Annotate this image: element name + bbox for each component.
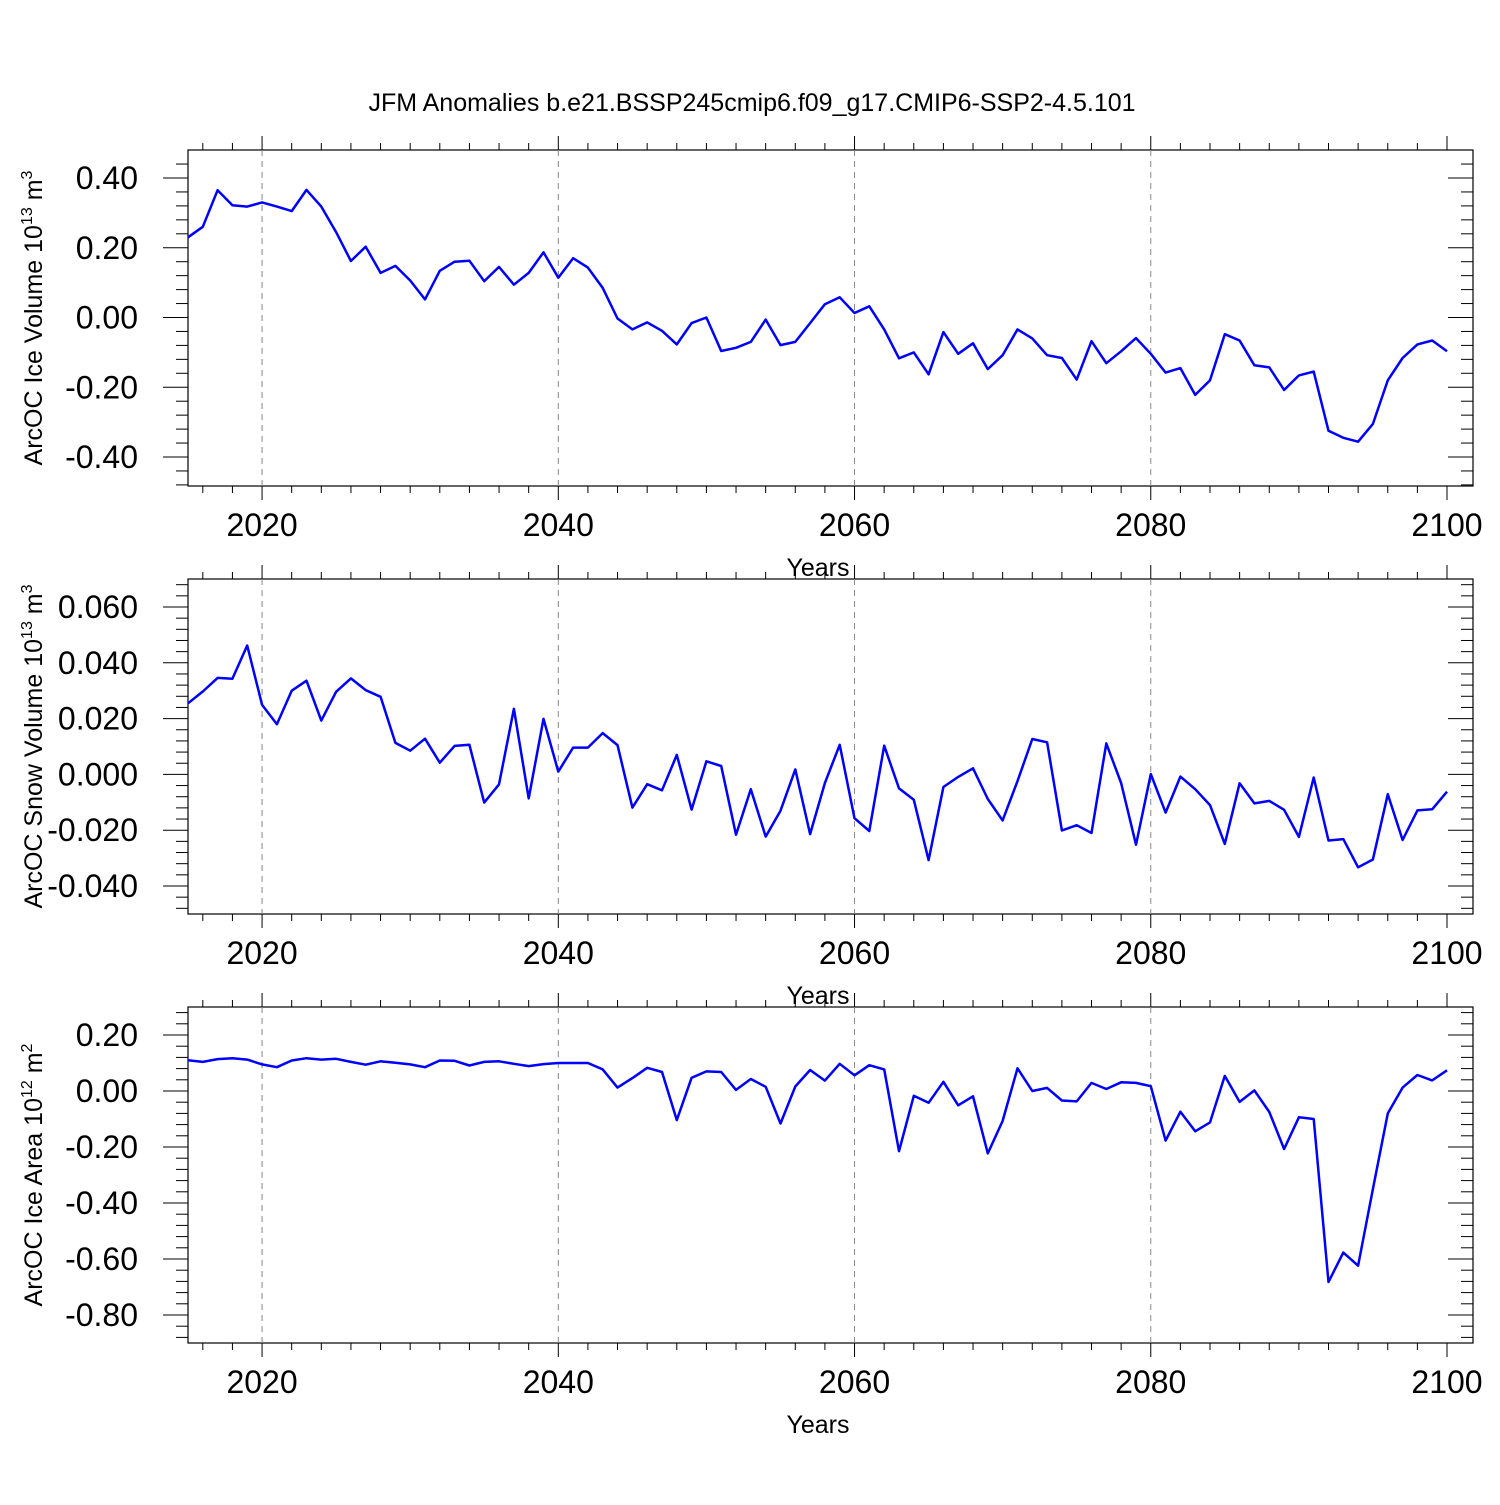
x-tick-label: 2100 (1411, 507, 1482, 543)
y-tick-label: 0.020 (58, 701, 138, 737)
x-tick-label: 2080 (1115, 1364, 1186, 1400)
y-axis-title-exponent: 13 (19, 621, 36, 639)
y-axis-title: ArcOC Ice Area 1012 m2 (19, 1043, 48, 1306)
y-axis-title: ArcOC Ice Volume 1013 m3 (19, 170, 48, 465)
y-axis-title-unit: m (20, 593, 48, 621)
plot-frame (187, 149, 1474, 487)
x-axis-title: Years (786, 1411, 849, 1439)
x-tick-label: 2020 (226, 507, 297, 543)
y-tick-label: -0.20 (65, 369, 138, 405)
y-axis-title-text: ArcOC Ice Area 10 (20, 1098, 48, 1306)
x-tick-label: 2080 (1115, 507, 1186, 543)
y-tick-label: 0.060 (58, 589, 138, 625)
y-axis-title-unit: m (20, 1052, 48, 1080)
x-tick-label: 2020 (226, 935, 297, 971)
panel-1: 2020 2040 2060 2080 2100 Years 0.40 0.20 0.00 -0.… (19, 136, 1483, 582)
x-axis-title: Years (786, 982, 849, 1010)
series-line (187, 188, 1448, 443)
y-axis-title-exponent: 13 (19, 207, 36, 225)
y-axis-title-unit-exponent: 2 (19, 1043, 36, 1052)
y-tick-label: -0.60 (65, 1241, 138, 1277)
x-tick-label: 2080 (1115, 935, 1186, 971)
x-tick-label: 2040 (523, 1364, 594, 1400)
plot-frame (187, 578, 1474, 915)
y-tick-label: 0.20 (76, 1017, 138, 1053)
figure-title: JFM Anomalies b.e21.BSSP245cmip6.f09_g17… (368, 89, 1135, 117)
y-tick-label: 0.40 (76, 160, 138, 196)
y-tick-label: -0.40 (65, 439, 138, 475)
x-tick-label: 2100 (1411, 935, 1482, 971)
y-axis-title-text: ArcOC Snow Volume 10 (20, 639, 48, 909)
x-tick-label: 2040 (523, 507, 594, 543)
y-tick-label: -0.020 (47, 812, 138, 848)
y-tick-label: -0.80 (65, 1297, 138, 1333)
y-axis-title-text: ArcOC Ice Volume 10 (20, 225, 48, 465)
panel-3: 2020 2040 2060 2080 2100 Years 0.20 0.00 -0.20 -0… (19, 993, 1483, 1439)
y-axis-title-unit: m (20, 179, 48, 207)
x-tick-label: 2100 (1411, 1364, 1482, 1400)
x-tick-label: 2060 (819, 1364, 890, 1400)
y-axis-title-unit-exponent: 3 (19, 170, 36, 179)
plot-frame (187, 1006, 1474, 1344)
y-tick-label: 0.20 (76, 230, 138, 266)
y-tick-label: -0.40 (65, 1185, 138, 1221)
y-axis-title-unit-exponent: 3 (19, 584, 36, 593)
x-tick-label: 2060 (819, 507, 890, 543)
x-tick-label: 2060 (819, 935, 890, 971)
y-axis-title-exponent: 12 (19, 1080, 36, 1098)
y-tick-label: 0.00 (76, 1073, 138, 1109)
series-line (187, 644, 1448, 869)
y-axis-title: ArcOC Snow Volume 1013 m3 (19, 584, 48, 908)
y-tick-label: -0.040 (47, 868, 138, 904)
x-tick-label: 2020 (226, 1364, 297, 1400)
x-axis-title: Years (786, 554, 849, 582)
panel-2: 2020 2040 2060 2080 2100 Years 0.060 0.040 0.020… (19, 565, 1483, 1010)
y-tick-label: -0.20 (65, 1129, 138, 1165)
series-line (187, 1056, 1448, 1284)
x-tick-label: 2040 (523, 935, 594, 971)
y-tick-label: 0.040 (58, 645, 138, 681)
y-tick-label: 0.00 (76, 300, 138, 336)
y-tick-label: 0.000 (58, 756, 138, 792)
